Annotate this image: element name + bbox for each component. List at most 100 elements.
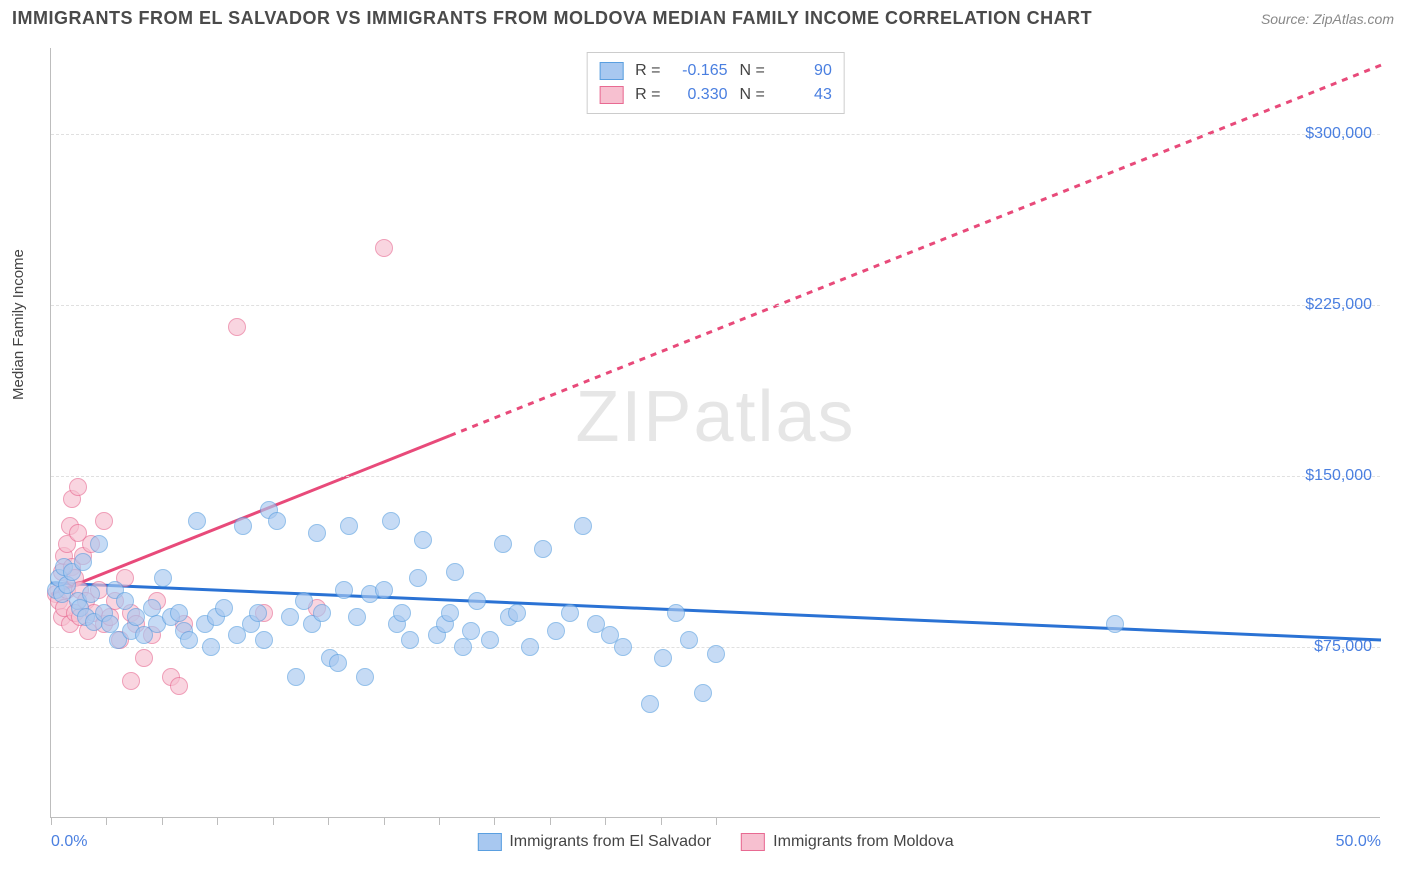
data-point (409, 569, 427, 587)
data-point (228, 318, 246, 336)
legend-item-el-salvador: Immigrants from El Salvador (477, 833, 711, 851)
data-point (90, 535, 108, 553)
x-tick (273, 817, 274, 825)
swatch-moldova-icon (741, 833, 765, 851)
data-point (215, 599, 233, 617)
swatch-el-salvador (599, 62, 623, 80)
y-tick-label: $75,000 (1314, 638, 1372, 656)
gridline-h (51, 134, 1380, 135)
data-point (462, 622, 480, 640)
x-tick (106, 817, 107, 825)
legend-row-series1: R = -0.165 N = 90 (599, 59, 832, 83)
data-point (95, 512, 113, 530)
scatter-plot-area: ZIPatlas R = -0.165 N = 90 R = 0.330 N =… (50, 48, 1380, 818)
x-tick (162, 817, 163, 825)
data-point (561, 604, 579, 622)
data-point (481, 631, 499, 649)
data-point (340, 517, 358, 535)
y-tick-label: $225,000 (1305, 296, 1372, 314)
data-point (521, 638, 539, 656)
data-point (154, 569, 172, 587)
y-tick-label: $150,000 (1305, 467, 1372, 485)
x-tick (661, 817, 662, 825)
data-point (707, 645, 725, 663)
data-point (454, 638, 472, 656)
x-tick (550, 817, 551, 825)
data-point (313, 604, 331, 622)
data-point (116, 592, 134, 610)
n-value-series2: 43 (777, 83, 832, 107)
series-legend: Immigrants from El Salvador Immigrants f… (477, 833, 953, 851)
data-point (69, 478, 87, 496)
data-point (375, 239, 393, 257)
gridline-h (51, 305, 1380, 306)
x-tick (217, 817, 218, 825)
data-point (287, 668, 305, 686)
data-point (694, 684, 712, 702)
swatch-el-salvador-icon (477, 833, 501, 851)
r-value-series1: -0.165 (673, 59, 728, 83)
data-point (170, 604, 188, 622)
legend-item-moldova: Immigrants from Moldova (741, 833, 954, 851)
data-point (255, 631, 273, 649)
data-point (574, 517, 592, 535)
x-tick (384, 817, 385, 825)
x-tick (439, 817, 440, 825)
data-point (127, 608, 145, 626)
legend-row-series2: R = 0.330 N = 43 (599, 83, 832, 107)
data-point (641, 695, 659, 713)
x-tick-label: 0.0% (51, 833, 87, 851)
data-point (446, 563, 464, 581)
r-value-series2: 0.330 (673, 83, 728, 107)
data-point (295, 592, 313, 610)
data-point (170, 677, 188, 695)
data-point (534, 540, 552, 558)
data-point (249, 604, 267, 622)
data-point (268, 512, 286, 530)
data-point (382, 512, 400, 530)
data-point (614, 638, 632, 656)
x-tick (716, 817, 717, 825)
gridline-h (51, 476, 1380, 477)
data-point (441, 604, 459, 622)
data-point (654, 649, 672, 667)
trend-lines (51, 48, 1380, 817)
data-point (494, 535, 512, 553)
data-point (281, 608, 299, 626)
data-point (135, 649, 153, 667)
source-attribution: Source: ZipAtlas.com (1261, 11, 1394, 27)
data-point (508, 604, 526, 622)
data-point (122, 672, 140, 690)
x-tick (494, 817, 495, 825)
data-point (680, 631, 698, 649)
data-point (468, 592, 486, 610)
data-point (188, 512, 206, 530)
x-tick (328, 817, 329, 825)
data-point (329, 654, 347, 672)
n-value-series1: 90 (777, 59, 832, 83)
chart-title: IMMIGRANTS FROM EL SALVADOR VS IMMIGRANT… (12, 8, 1092, 29)
data-point (375, 581, 393, 599)
x-tick-label: 50.0% (1336, 833, 1381, 851)
x-tick (51, 817, 52, 825)
swatch-moldova (599, 86, 623, 104)
data-point (74, 553, 92, 571)
watermark: ZIPatlas (575, 376, 855, 458)
data-point (393, 604, 411, 622)
data-point (82, 585, 100, 603)
data-point (180, 631, 198, 649)
x-tick (605, 817, 606, 825)
data-point (356, 668, 374, 686)
y-axis-label: Median Family Income (10, 249, 27, 400)
data-point (667, 604, 685, 622)
correlation-legend: R = -0.165 N = 90 R = 0.330 N = 43 (586, 52, 845, 114)
y-tick-label: $300,000 (1305, 125, 1372, 143)
data-point (202, 638, 220, 656)
data-point (401, 631, 419, 649)
data-point (234, 517, 252, 535)
data-point (414, 531, 432, 549)
data-point (1106, 615, 1124, 633)
data-point (547, 622, 565, 640)
data-point (308, 524, 326, 542)
data-point (348, 608, 366, 626)
